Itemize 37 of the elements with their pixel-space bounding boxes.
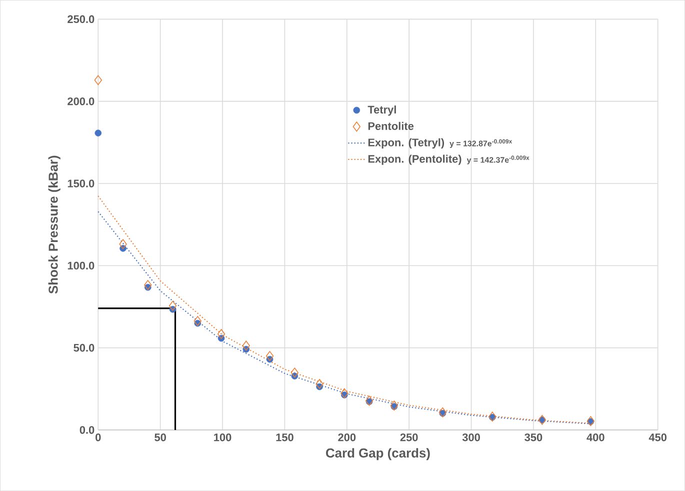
x-tick-label: 150 — [276, 433, 294, 442]
point — [217, 328, 226, 339]
x-tick-label: 50 — [154, 433, 166, 442]
x-tick-label: 300 — [462, 433, 480, 442]
point — [266, 350, 274, 361]
x-axis-title: Card Gap (cards) — [326, 448, 430, 460]
point — [316, 378, 324, 389]
legend-label: Pentolite — [368, 122, 414, 130]
x-tick-label: 400 — [586, 433, 604, 442]
x-tick-label: 450 — [648, 433, 667, 442]
point — [438, 407, 446, 418]
point — [340, 388, 348, 398]
legend-label: Tetryl — [368, 105, 396, 116]
point — [390, 400, 398, 411]
x-tick-label: 350 — [524, 433, 542, 442]
x-tick-label: 0 — [96, 433, 101, 442]
point — [290, 368, 298, 378]
point — [119, 239, 127, 250]
y-tick-label: 200.0 — [68, 97, 94, 106]
point — [242, 340, 250, 351]
y-tick-label: 0.0 — [80, 426, 94, 434]
y-tick-label: 100.0 — [68, 262, 94, 270]
y-tick-label: 50.0 — [74, 344, 94, 352]
legend-label: Expon. (Tetryl) — [368, 138, 444, 148]
point — [144, 280, 152, 290]
point — [365, 396, 374, 406]
point — [168, 300, 177, 311]
x-tick-label: 200 — [338, 433, 356, 442]
x-tick-label: 250 — [400, 433, 418, 442]
point — [94, 75, 102, 86]
y-axis-title: Shock Pressure (kBar) — [48, 156, 60, 294]
x-tick-label: 100 — [214, 433, 232, 442]
y-tick-label: 150.0 — [68, 180, 94, 188]
y-tick-label: 250.0 — [68, 15, 94, 24]
point — [194, 316, 202, 326]
legend-label: Expon. (Pentolite) — [368, 154, 462, 165]
point — [94, 130, 102, 136]
